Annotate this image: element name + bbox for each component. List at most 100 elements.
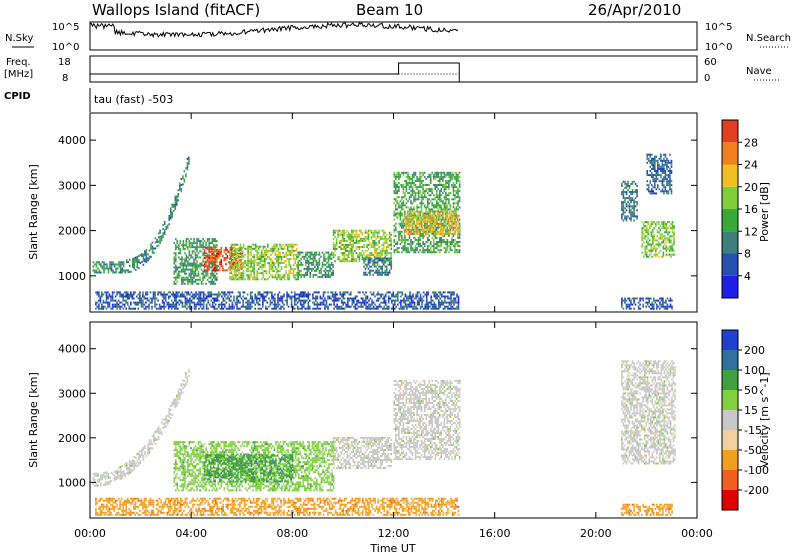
data-cell [312,297,314,300]
data-cell [352,237,355,240]
data-cell [218,295,220,298]
data-cell [236,305,238,308]
data-cell [318,303,320,306]
data-cell [450,293,452,296]
data-cell [411,228,414,231]
data-cell [408,218,411,221]
data-cell [135,256,137,259]
data-cell [295,264,298,267]
data-cell [259,245,262,248]
data-cell [668,221,671,224]
data-cell [663,170,665,172]
data-cell [348,237,350,240]
data-cell [320,267,322,270]
data-cell [251,299,253,302]
data-cell [628,195,631,198]
data-cell [429,212,431,215]
data-cell [454,177,456,180]
data-cell [458,249,461,252]
data-cell [663,159,665,162]
data-cell [378,303,381,306]
data-cell [232,278,234,281]
data-cell [421,305,423,308]
data-cell [256,262,258,264]
data-cell [428,301,431,304]
data-cell [379,267,382,270]
data-cell [647,241,649,244]
data-cell [180,293,182,296]
data-cell [323,263,325,266]
data-cell [458,171,461,174]
data-cell [203,240,206,243]
data-cell [435,214,438,217]
data-cell [416,249,418,252]
data-cell [367,231,370,234]
data-cell [376,261,379,264]
data-cell [186,158,189,160]
data-cell [444,291,446,294]
data-cell [233,274,236,277]
data-cell [408,233,410,236]
data-cell [628,186,631,189]
data-cell [439,236,441,239]
data-cell [426,231,428,233]
data-cell [175,252,177,255]
data-cell [212,267,215,270]
data-cell [654,180,656,183]
data-cell [287,305,290,308]
data-cell [430,299,432,302]
data-cell [138,259,140,262]
data-cell [363,261,365,264]
data-cell [219,250,221,253]
data-cell [455,202,458,205]
data-cell [342,303,344,306]
data-cell [201,307,203,310]
data-cell [440,239,443,241]
data-cell [657,184,659,187]
data-cell [651,174,653,177]
data-cell [388,261,391,264]
data-cell [200,280,203,283]
data-cell [661,178,664,181]
data-cell [209,274,212,277]
data-cell [390,237,393,240]
data-cell [205,272,207,275]
data-cell [199,242,201,245]
data-cell [439,251,441,254]
data-cell [621,217,623,220]
data-cell [312,267,315,270]
data-cell [444,297,446,300]
data-cell [233,297,235,300]
data-cell [235,251,237,254]
data-cell [330,261,333,264]
data-cell [436,175,438,178]
data-cell [381,297,384,300]
data-cell [414,245,417,248]
data-cell [427,301,429,304]
data-cell [314,257,316,260]
data-cell [437,171,440,174]
data-cell [452,222,455,225]
data-cell [181,258,183,261]
data-cell [336,299,338,302]
data-cell [115,263,117,266]
data-cell [206,278,209,281]
data-cell [440,210,442,213]
data-cell [625,203,628,206]
data-cell [395,249,397,252]
data-cell [230,270,233,273]
data-cell [119,291,121,294]
data-cell [198,307,200,310]
data-cell [356,295,358,298]
data-cell [219,303,222,306]
data-cell [281,295,284,298]
data-cell [406,297,408,300]
data-cell [312,276,315,278]
data-cell [280,258,283,260]
data-cell [443,241,446,243]
data-cell [229,268,231,271]
data-cell [434,251,437,254]
data-cell [661,161,664,164]
data-cell [670,223,672,226]
data-cell [428,173,430,176]
